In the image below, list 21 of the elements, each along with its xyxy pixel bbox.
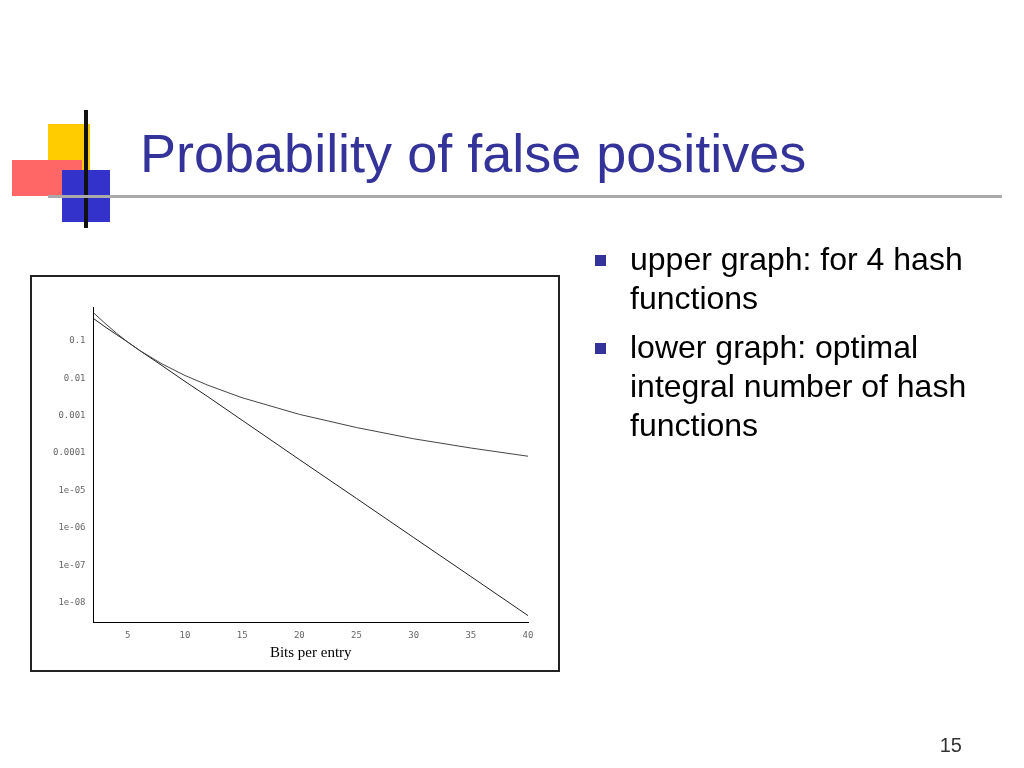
y-tick-label: 1e-07: [58, 559, 86, 570]
x-tick-label: 15: [236, 629, 248, 640]
y-tick-label: 1e-05: [58, 484, 86, 495]
x-tick-label: 20: [293, 629, 305, 640]
y-tick-label: 1e-06: [58, 522, 86, 533]
y-tick-label: 1e-08: [58, 596, 86, 607]
y-tick-label: 0.01: [63, 372, 86, 383]
text: lower graph: optimal integral number of hash functions: [629, 328, 968, 445]
y-tick-label: 0.1: [69, 335, 86, 346]
x-tick-label: 10: [179, 629, 191, 640]
y-tick-label: 0.0001: [53, 447, 86, 458]
text: upper graph: for 4 hash functions: [629, 240, 964, 318]
text: 15: [939, 734, 962, 757]
x-tick-label: 30: [408, 629, 420, 640]
y-tick-label: 0.001: [58, 409, 86, 420]
chart-title: Probability of false positives: [140, 122, 807, 184]
x-tick-label: 35: [465, 629, 477, 640]
x-tick-label: 5: [125, 629, 131, 640]
x-tick-label: 40: [522, 629, 534, 640]
x-tick-label: 25: [351, 629, 362, 640]
x-axis-title: Bits per entry: [269, 643, 353, 660]
